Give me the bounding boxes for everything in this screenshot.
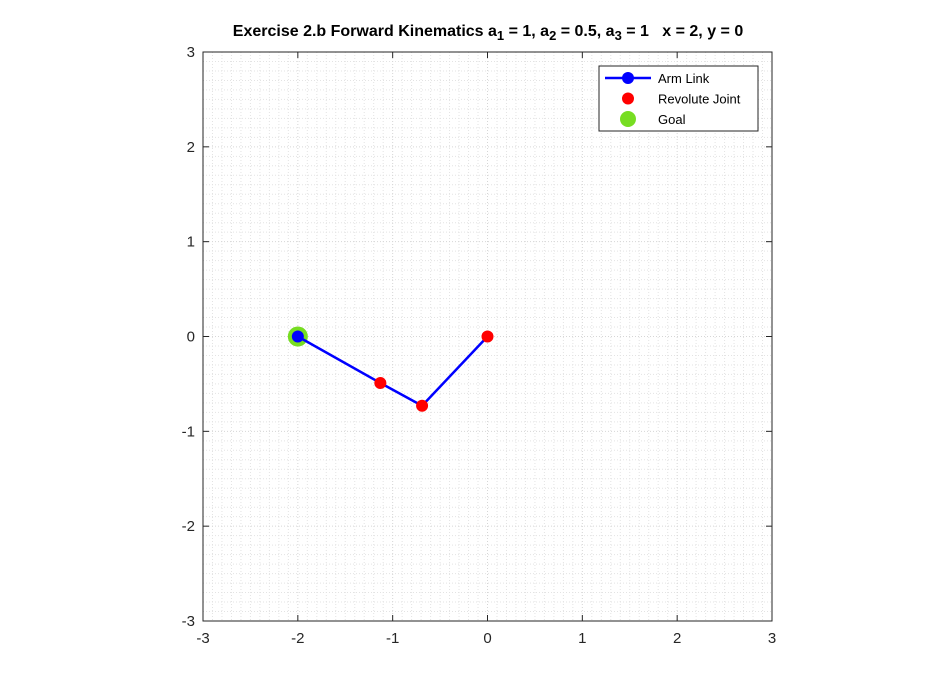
x-tick-label: 0 [483,630,491,647]
revolute-joint-marker [416,399,429,412]
legend: Arm Link Revolute Joint Goal [598,65,759,132]
x-tick-label: -2 [291,630,304,647]
title-subscript: 2 [549,28,556,43]
legend-marker-swatch [622,72,634,84]
legend-marker-swatch [622,92,634,105]
y-tick-label: 3 [187,44,195,61]
x-tick-label: 2 [673,630,681,647]
legend-label: Revolute Joint [658,92,741,107]
revolute-joint-marker [481,330,494,343]
legend-marker-swatch [620,111,636,127]
x-tick-label: 3 [768,630,776,647]
arm-link-line [297,335,489,407]
y-tick-label: 2 [187,139,195,156]
axis-ticks: -3 -2 -1 0 1 2 3 -3 -2 -1 0 1 2 3 [182,44,777,647]
title-segment: = 1, a [504,23,549,40]
legend-label: Goal [658,112,686,127]
title-segment: Exercise 2.b Forward Kinematics a [233,23,497,40]
x-tick-label: -3 [196,630,209,647]
title-segment: = 0.5, a [556,23,614,40]
x-tick-label: 1 [578,630,586,647]
y-tick-label: 0 [187,329,195,346]
y-tick-label: 1 [187,234,195,251]
chart-title: Exercise 2.b Forward Kinematics a1 = 1, … [233,23,744,43]
title-segment: = 1 x = 2, y = 0 [622,23,744,40]
title-subscript: 3 [615,28,622,43]
x-tick-label: -1 [386,630,399,647]
revolute-joint-marker [374,376,387,389]
arm-link-marker [291,330,304,343]
y-tick-label: -3 [182,613,195,630]
y-tick-label: -1 [182,423,195,440]
grid [202,51,773,622]
legend-label: Arm Link [658,71,710,86]
plot-area [287,326,494,412]
y-tick-label: -2 [182,518,195,535]
title-subscript: 1 [497,28,504,43]
